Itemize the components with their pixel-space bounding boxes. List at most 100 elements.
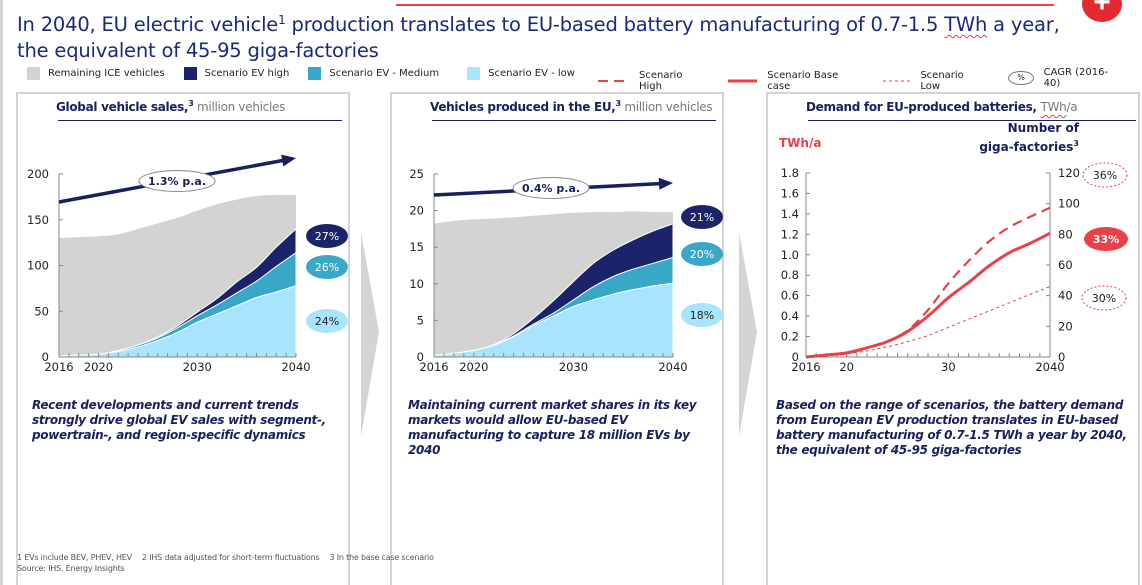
y2-axis-title-line1: Number of [1008, 121, 1080, 135]
cagr-label: 20% [690, 248, 714, 261]
title-footnote-ref: 1 [278, 13, 286, 27]
trend-label: 1.3% p.a. [148, 175, 206, 188]
cagr-bubble [681, 242, 723, 266]
legend-label: CAGR (2016-40) [1043, 67, 1109, 89]
cagr-label: 21% [690, 211, 714, 224]
chevron-right-icon [361, 232, 387, 441]
title-text-2: production translates to EU-based batter… [285, 13, 945, 36]
page-title: In 2040, EU electric vehicle1 production… [17, 12, 1077, 64]
title-text-line2: the equivalent of 45-95 giga-factories [17, 39, 379, 62]
y2-tick-label: 80 [1058, 227, 1073, 241]
y-tick-label: 1.4 [781, 207, 799, 221]
legend-item-ev-medium: Scenario EV - Medium [308, 67, 439, 80]
chart-battery-demand: 00.20.40.60.81.01.21.41.61.8020406080100… [779, 121, 1128, 374]
y-tick-label: 150 [27, 213, 49, 227]
panel-caption: Recent developments and current trends s… [32, 398, 326, 442]
y2-tick-label: 120 [1058, 166, 1080, 180]
y-tick-label: 50 [34, 304, 49, 318]
solid-line-swatch [728, 79, 758, 83]
x-tick-label: 30 [941, 360, 956, 374]
y-tick-label: 0.8 [781, 268, 799, 282]
panel-title: Demand for EU-produced batteries, TWh/a [806, 100, 1078, 114]
legend-batteries: Scenario High Scenario Base case Scenari… [598, 67, 1142, 92]
y2-axis-title-line2: giga-factories3 [979, 139, 1079, 154]
trend-oval [512, 177, 590, 199]
cagr-oval-icon: % [1008, 71, 1034, 85]
legend-item-ev-low: Scenario EV - low [467, 67, 575, 80]
x-tick-label: 2040 [658, 360, 687, 374]
chart-eu-production: 0 5 10 15 20 25 2016 2020 2030 2040 0.4% p.a. 21% 20… [409, 167, 723, 374]
panel-title: Global vehicle sales,3 million vehicles [56, 99, 286, 115]
x-tick-label: 2040 [1035, 360, 1064, 374]
cagr-label: 18% [690, 309, 714, 322]
y2-tick-label: 40 [1058, 289, 1073, 303]
cagr-bubble [1082, 162, 1128, 188]
footnote-3: 3 In the base case scenario [329, 553, 434, 562]
cagr-bubble [306, 224, 348, 248]
y-tick-label: 20 [409, 204, 424, 218]
x-tick-label: 2016 [419, 360, 448, 374]
cagr-label: 33% [1093, 233, 1119, 246]
panel-caption: Maintaining current market shares in its… [408, 398, 697, 457]
y-tick-label: 1.2 [781, 227, 799, 241]
legend-label: Scenario EV - Medium [329, 68, 440, 79]
add-button[interactable]: + [1082, 0, 1122, 22]
y2-tick-label: 0 [1058, 350, 1065, 364]
legend-swatch [27, 67, 40, 80]
trend-label: 0.4% p.a. [522, 182, 580, 195]
footnote-2: 2 IHS data adjusted for short-term fluct… [141, 553, 320, 562]
top-accent-line [396, 4, 1054, 6]
footnote-1: 1 EVs include BEV, PHEV, HEV [17, 553, 132, 562]
y-tick-label: 200 [27, 167, 49, 181]
left-border [0, 0, 3, 585]
panel-title: Vehicles produced in the EU,3 million ve… [430, 99, 713, 115]
title-twh: TWh [944, 13, 988, 36]
cagr-bubble [1081, 285, 1127, 311]
title-underline [432, 120, 716, 121]
chart-plot: 00.20.40.60.81.01.21.41.61.8020406080100… [779, 121, 1128, 374]
legend-label: Scenario EV - low [488, 68, 575, 79]
y-tick-label: 0.4 [781, 309, 799, 323]
y-tick-label: 0 [42, 350, 49, 364]
cagr-bubble [681, 303, 723, 327]
dashed-line-swatch [598, 80, 627, 82]
y-tick-label: 5 [417, 313, 424, 327]
y2-tick-label: 100 [1058, 197, 1080, 211]
source-note: Source: IHS, Energy Insights [17, 564, 125, 573]
x-tick-label: 2030 [183, 360, 212, 374]
trend-oval [138, 170, 216, 192]
title-underline [58, 120, 342, 121]
legend-item-cagr: % CAGR (2016-40) [1008, 67, 1122, 89]
x-tick-label: 2016 [44, 360, 73, 374]
legend-swatch [183, 67, 197, 80]
title-text-1: In 2040, EU electric vehicle [17, 13, 279, 36]
y-tick-label: 0 [792, 350, 799, 364]
line-scenario-high [805, 206, 1051, 359]
x-tick-label: 2040 [281, 360, 310, 374]
panel-eu-production: Vehicles produced in the EU,3 million ve… [390, 92, 724, 585]
cagr-bubble [1084, 227, 1128, 251]
legend-item-high: Scenario High [598, 70, 706, 92]
y-axis-title: TWh/a [779, 136, 821, 150]
dotted-line-swatch [883, 80, 911, 82]
y-tick-label: 1.0 [781, 248, 799, 262]
y-tick-label: 100 [27, 259, 49, 273]
x-tick-label: 2016 [791, 360, 820, 374]
legend-item-base: Scenario Base case [728, 70, 861, 92]
legend-swatch [308, 67, 322, 80]
y-tick-label: 25 [409, 167, 424, 181]
cagr-label: 27% [315, 230, 339, 243]
y-tick-label: 15 [409, 240, 424, 254]
panel-caption: Based on the range of scenarios, the bat… [776, 398, 1127, 457]
chart-global-sales: 0 50 100 150 200 2016 2020 2030 2040 1.3% p.a. 27%… [27, 154, 348, 374]
x-tick-label: 2030 [559, 360, 588, 374]
legend-label: Scenario Base case [767, 70, 839, 92]
y2-tick-label: 60 [1058, 258, 1073, 272]
cagr-label: 24% [315, 315, 339, 328]
legend-item-ice: Remaining ICE vehicles [27, 67, 165, 80]
chart-plot: 0 5 10 15 20 25 2016 2020 2030 2040 0.4% p.a. 21% 20… [409, 167, 723, 374]
legend-swatch [467, 67, 481, 80]
legend-label: Remaining ICE vehicles [48, 68, 165, 79]
x-tick-label: 2020 [459, 360, 488, 374]
legend-vehicles: Remaining ICE vehicles Scenario EV high … [27, 67, 595, 80]
